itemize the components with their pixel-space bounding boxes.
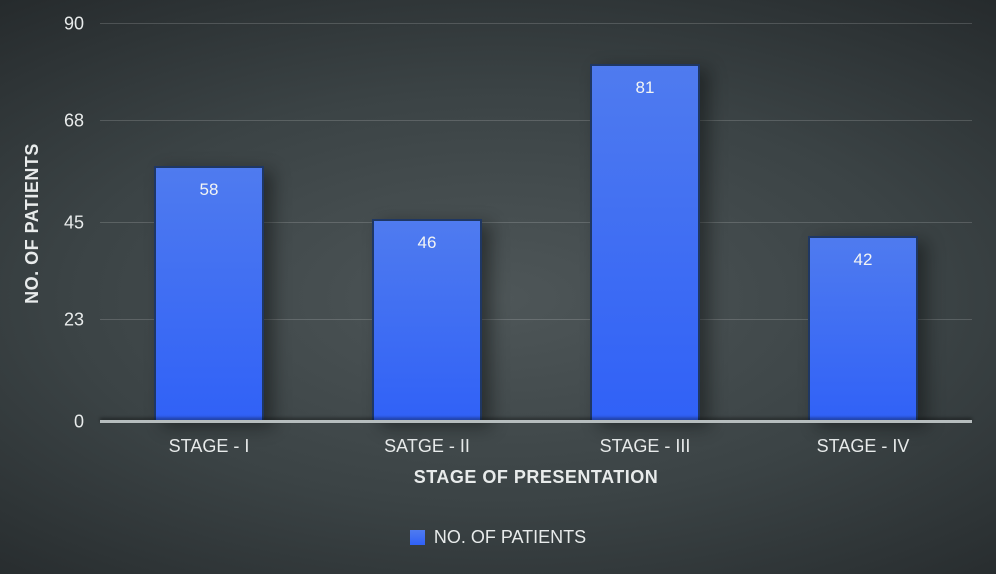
x-axis-line (100, 420, 972, 423)
bar: 58 (154, 165, 264, 422)
bar-value-label: 42 (853, 250, 873, 270)
legend-label: NO. OF PATIENTS (433, 527, 587, 547)
y-tick-label: 68 (63, 110, 84, 131)
x-category-label: STAGE - IV (816, 436, 910, 456)
y-tick-label: 45 (63, 212, 84, 233)
y-axis-title-text: NO. OF PATIENTS (21, 142, 42, 304)
bar-value-label: 46 (417, 232, 437, 252)
gridline (100, 120, 972, 122)
x-category-label: STAGE - III (599, 436, 691, 456)
plot-area: 0 23 45 68 90 58 46 81 42 STAGE - I SATGE - II ST… (64, 14, 972, 456)
y-tick-label: 0 (73, 411, 84, 432)
bar-value-label: 81 (635, 77, 655, 97)
gridline (100, 319, 972, 321)
bar: 46 (372, 218, 482, 422)
y-tick-label: 23 (63, 309, 84, 330)
gridline (100, 222, 972, 223)
bar: 42 (808, 236, 918, 422)
y-axis-title: NO. OF PATIENTS (8, 24, 56, 422)
x-axis-title: STAGE OF PRESENTATION (413, 467, 659, 487)
legend: NO. OF PATIENTS (0, 527, 996, 548)
gridline (100, 23, 972, 24)
x-category-label: STAGE - I (168, 436, 250, 456)
x-category-label: SATGE - II (384, 436, 470, 456)
bar: 81 (590, 63, 700, 422)
bar-value-label: 58 (199, 179, 219, 199)
y-tick-label: 90 (63, 13, 84, 34)
legend-marker-icon (409, 530, 425, 545)
